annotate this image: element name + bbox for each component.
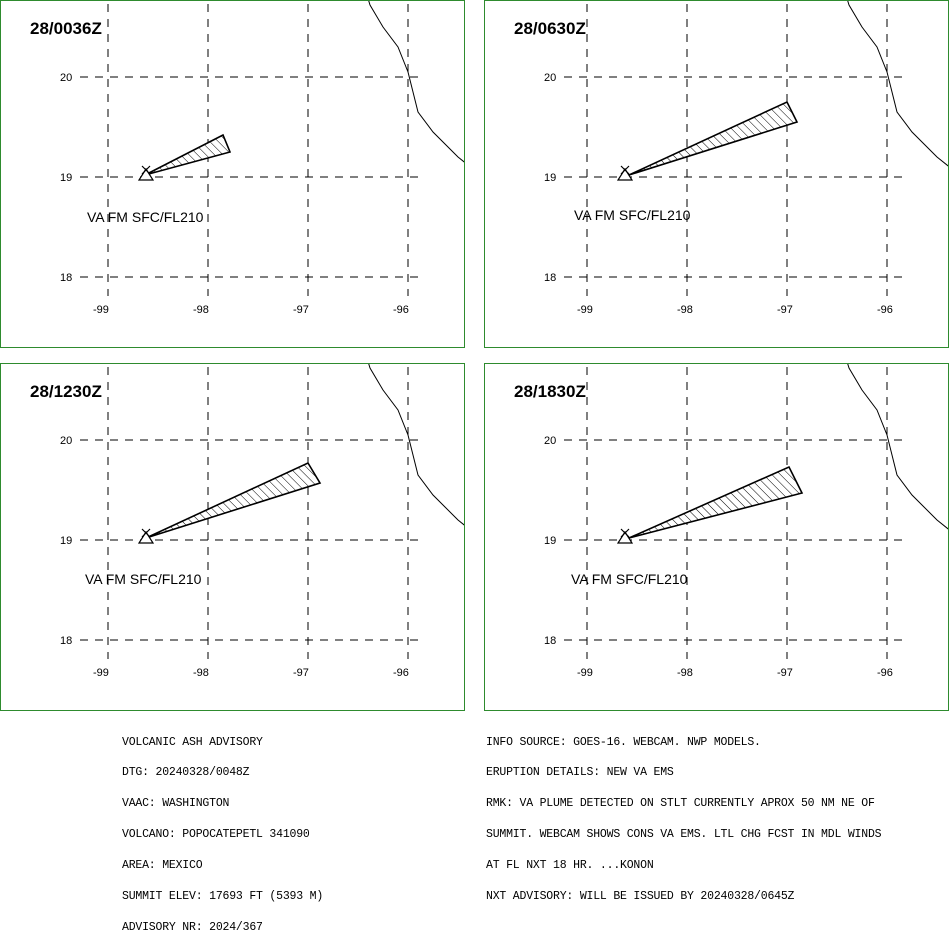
advisory-line: NXT ADVISORY: WILL BE ISSUED BY 20240328… xyxy=(486,892,881,902)
lon-tick-label: -97 xyxy=(777,667,793,679)
lat-tick-label: 20 xyxy=(544,72,556,84)
lat-tick-label: 19 xyxy=(60,535,72,547)
lon-tick-label: -99 xyxy=(577,667,593,679)
advisory-line: VOLCANO: POPOCATEPETL 341090 xyxy=(122,830,323,840)
lat-tick-label: 19 xyxy=(544,535,556,547)
panel-valid-time: 28/1830Z xyxy=(514,382,586,401)
volcanic-ash-graphic: 28/0036Z VA FM SFC/FL210 20 19 18 -99 -9… xyxy=(0,0,950,812)
lon-tick-label: -99 xyxy=(577,304,593,316)
forecast-panel-1: 28/0036Z VA FM SFC/FL210 20 19 18 -99 -9… xyxy=(1,0,499,348)
lon-tick-label: -97 xyxy=(777,304,793,316)
lat-tick-label: 20 xyxy=(60,72,72,84)
lat-tick-label: 18 xyxy=(544,635,556,647)
lon-tick-label: -96 xyxy=(877,667,893,679)
advisory-text-right: INFO SOURCE: GOES-16. WEBCAM. NWP MODELS… xyxy=(486,717,881,913)
lon-tick-label: -99 xyxy=(93,667,109,679)
advisory-line: INFO SOURCE: GOES-16. WEBCAM. NWP MODELS… xyxy=(486,738,881,748)
advisory-line: SUMMIT. WEBCAM SHOWS CONS VA EMS. LTL CH… xyxy=(486,830,881,840)
advisory-line: SUMMIT ELEV: 17693 FT (5393 M) xyxy=(122,892,323,902)
ash-layer-label: VA FM SFC/FL210 xyxy=(571,571,688,587)
lat-tick-label: 20 xyxy=(60,435,72,447)
advisory-line: AREA: MEXICO xyxy=(122,861,323,871)
ash-layer-label: VA FM SFC/FL210 xyxy=(85,571,202,587)
lat-tick-label: 18 xyxy=(60,635,72,647)
advisory-line: VOLCANIC ASH ADVISORY xyxy=(122,738,323,748)
lon-tick-label: -97 xyxy=(293,304,309,316)
panel-valid-time: 28/0630Z xyxy=(514,19,586,38)
advisory-line: DTG: 20240328/0048Z xyxy=(122,768,323,778)
lon-tick-label: -96 xyxy=(877,304,893,316)
lon-tick-label: -99 xyxy=(93,304,109,316)
lon-tick-label: -97 xyxy=(293,667,309,679)
forecast-panel-2: 28/0630Z VA FM SFC/FL210 20 19 18 -99 -9… xyxy=(485,0,950,348)
lat-tick-label: 18 xyxy=(60,272,72,284)
advisory-line: ADVISORY NR: 2024/367 xyxy=(122,923,323,933)
advisory-line: ERUPTION DETAILS: NEW VA EMS xyxy=(486,768,881,778)
ash-layer-label: VA FM SFC/FL210 xyxy=(87,209,204,225)
ash-layer-label: VA FM SFC/FL210 xyxy=(574,207,691,223)
advisory-line: RMK: VA PLUME DETECTED ON STLT CURRENTLY… xyxy=(486,799,881,809)
panel-valid-time: 28/1230Z xyxy=(30,382,102,401)
advisory-line: AT FL NXT 18 HR. ...KONON xyxy=(486,861,881,871)
lat-tick-label: 19 xyxy=(60,172,72,184)
panel-valid-time: 28/0036Z xyxy=(30,19,102,38)
lon-tick-label: -98 xyxy=(677,667,693,679)
lat-tick-label: 18 xyxy=(544,272,556,284)
advisory-line: VAAC: WASHINGTON xyxy=(122,799,323,809)
lat-tick-label: 20 xyxy=(544,435,556,447)
lon-tick-label: -98 xyxy=(193,667,209,679)
lon-tick-label: -96 xyxy=(393,304,409,316)
lon-tick-label: -98 xyxy=(677,304,693,316)
advisory-text-left: VOLCANIC ASH ADVISORY DTG: 20240328/0048… xyxy=(122,717,323,944)
lon-tick-label: -96 xyxy=(393,667,409,679)
lat-tick-label: 19 xyxy=(544,172,556,184)
lon-tick-label: -98 xyxy=(193,304,209,316)
